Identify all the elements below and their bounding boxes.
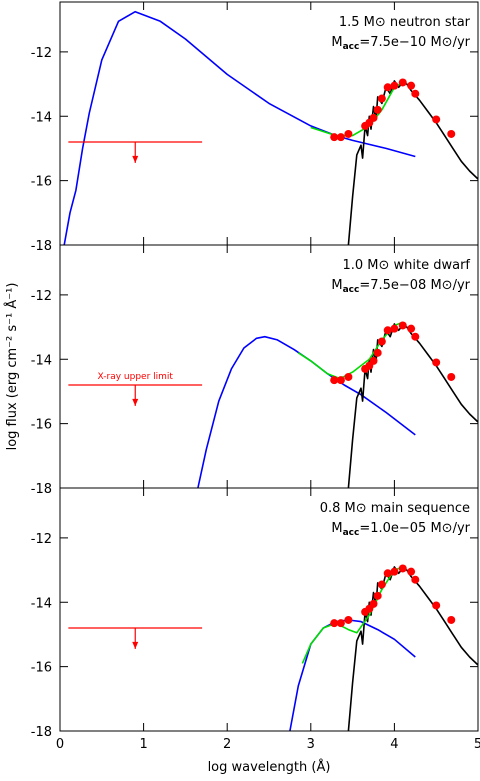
data-point	[407, 567, 416, 576]
data-point	[373, 591, 382, 600]
panel	[63, 10, 478, 245]
panel-label: 1.5 M⊙ neutron star	[339, 15, 471, 30]
panel-label: Macc=7.5e−08 M⊙/yr	[331, 278, 470, 295]
data-point	[383, 326, 392, 335]
x-tick-label: 4	[390, 737, 398, 752]
y-tick-label: -18	[31, 725, 52, 740]
y-tick-label: -12	[31, 46, 52, 61]
curve	[347, 80, 478, 245]
label-part: =7.5e−10 M⊙/yr	[359, 35, 470, 50]
panel-label: Macc=1.0e−05 M⊙/yr	[331, 521, 470, 538]
y-tick-label: -18	[31, 239, 52, 254]
y-tick-label: -14	[31, 110, 52, 125]
data-point	[344, 615, 353, 624]
x-tick-label: 2	[223, 737, 231, 752]
y-tick-label: -16	[31, 661, 52, 676]
data-point	[432, 358, 441, 367]
data-point	[447, 372, 456, 381]
data-point	[390, 81, 399, 90]
x-tick-label: 1	[139, 737, 147, 752]
data-point	[373, 348, 382, 357]
data-point	[344, 372, 353, 381]
panel-label: 1.0 M⊙ white dwarf	[342, 258, 470, 273]
data-point	[398, 564, 407, 573]
label-part: M	[331, 521, 342, 536]
data-point	[330, 619, 339, 628]
panel	[197, 321, 478, 488]
label-sub: acc	[343, 528, 360, 538]
y-tick-label: -14	[31, 596, 52, 611]
data-point	[330, 133, 339, 142]
y-axis-label: log flux (erg cm⁻² s⁻¹ Å⁻¹)	[4, 283, 20, 451]
arrow-head	[132, 398, 139, 406]
data-point	[383, 569, 392, 578]
arrow-head	[132, 155, 139, 163]
arrow-head	[132, 641, 139, 649]
label-sub: acc	[343, 42, 360, 52]
data-point	[344, 129, 353, 138]
label-part: M	[331, 35, 342, 50]
data-point	[411, 89, 420, 98]
data-point	[432, 115, 441, 124]
data-point	[383, 83, 392, 92]
data-point	[447, 129, 456, 138]
label-part: M	[331, 278, 342, 293]
data-point	[411, 575, 420, 584]
data-point	[336, 619, 345, 628]
data-point	[369, 599, 378, 608]
x-tick-label: 0	[56, 737, 64, 752]
y-tick-label: -14	[31, 353, 52, 368]
data-point	[336, 376, 345, 385]
data-point	[336, 133, 345, 142]
data-point	[398, 321, 407, 330]
y-tick-label: -12	[31, 532, 52, 547]
data-point	[377, 337, 386, 346]
data-point	[369, 113, 378, 122]
curve	[197, 335, 416, 488]
data-point	[330, 376, 339, 385]
label-part: =7.5e−08 M⊙/yr	[359, 278, 470, 293]
data-point	[377, 580, 386, 589]
data-point	[390, 324, 399, 333]
panel	[289, 564, 478, 731]
x-axis-label: log wavelength (Å)	[208, 759, 331, 775]
y-tick-label: -12	[31, 289, 52, 304]
panel-label: 0.8 M⊙ main sequence	[320, 501, 470, 516]
y-tick-label: -18	[31, 482, 52, 497]
label-sub: acc	[343, 285, 360, 295]
label-part: =1.0e−05 M⊙/yr	[359, 521, 470, 536]
x-tick-label: 3	[307, 737, 315, 752]
data-point	[432, 601, 441, 610]
curve	[301, 566, 404, 664]
y-tick-label: -16	[31, 175, 52, 190]
curve	[347, 323, 478, 488]
data-point	[411, 332, 420, 341]
data-point	[398, 78, 407, 87]
data-point	[407, 324, 416, 333]
data-point	[369, 356, 378, 365]
data-point	[447, 615, 456, 624]
data-point	[377, 94, 386, 103]
x-tick-label: 5	[474, 737, 480, 752]
y-tick-label: -16	[31, 418, 52, 433]
panel-label: Macc=7.5e−10 M⊙/yr	[331, 35, 470, 52]
panel-frame	[59, 487, 479, 732]
curve	[347, 566, 478, 731]
data-point	[407, 81, 416, 90]
data-point	[373, 105, 382, 114]
data-point	[390, 567, 399, 576]
upper-limit-label: X-ray upper limit	[98, 372, 174, 382]
